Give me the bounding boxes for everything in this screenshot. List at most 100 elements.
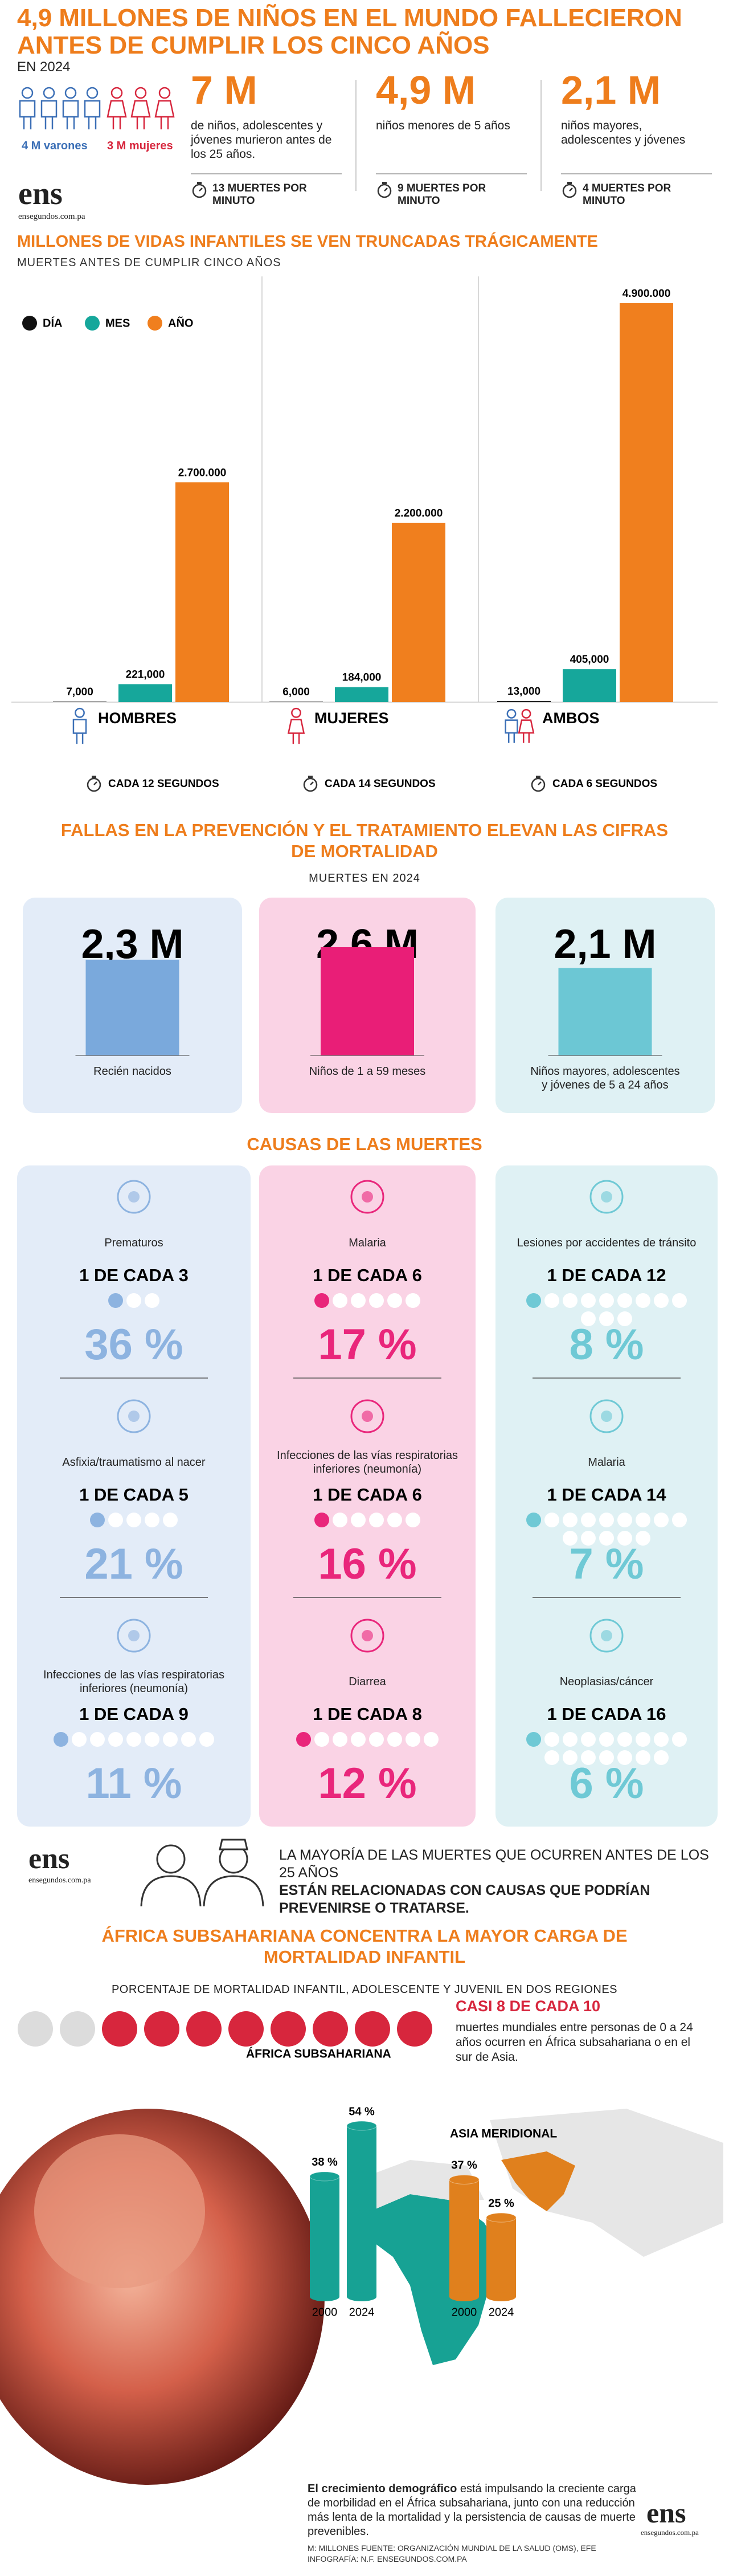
note-text: está impulsando la creciente carga de mo… [308, 2483, 636, 2538]
value-label: 2,1 M [554, 922, 656, 967]
person-body [518, 719, 535, 734]
person-legs [88, 117, 97, 129]
share-dot [271, 2011, 306, 2047]
person-head [158, 87, 171, 99]
stopwatch-body [377, 184, 392, 198]
stopwatch-icon [303, 776, 318, 792]
person-head [64, 87, 77, 99]
logo: ens [18, 176, 63, 211]
legend-swatch [22, 316, 37, 331]
ratio-dot [145, 1732, 159, 1747]
stopwatch-icon [531, 776, 546, 792]
chart-title: MILLONES DE VIDAS INFANTILES SE VEN TRUN… [17, 233, 598, 251]
person-icon [40, 87, 58, 129]
stopwatch-icon [562, 182, 577, 198]
person-legs [112, 117, 121, 129]
ratio-dot [599, 1531, 614, 1546]
share-dot [228, 2011, 264, 2047]
cause-icon [117, 1619, 151, 1653]
legend-label: AÑO [168, 316, 193, 329]
main-title: 4,9 MILLONES DE NIÑOS EN EL MUNDO FALLEC… [17, 4, 682, 59]
ratio-dot [90, 1513, 105, 1527]
message-lead: LA MAYORÍA DE LAS MUERTES QUE OCURREN AN… [279, 1847, 709, 1881]
cause-icon-inner [362, 1191, 373, 1203]
ratio-dot [617, 1293, 632, 1308]
ratio-dot [563, 1293, 578, 1308]
bar-bottom [449, 2292, 479, 2301]
cause-name: Malaria [588, 1456, 625, 1469]
ratio-dot [672, 1732, 687, 1747]
logo-site: ensegundos.com.pa [641, 2528, 699, 2537]
stat-rate: 9 MUERTES POR MINUTO [398, 182, 486, 207]
person-head [75, 707, 85, 718]
ratio-dot [617, 1311, 632, 1326]
person-head [21, 87, 34, 99]
stat-text: niños menores de 5 años [376, 119, 510, 132]
ratio-dot [654, 1293, 669, 1308]
bar [497, 701, 551, 702]
bar-bottom [486, 2292, 516, 2301]
bar-cap [449, 2174, 480, 2184]
people-label: 4 M varones [22, 140, 88, 152]
ratio-dot [581, 1750, 596, 1765]
cause-icon [589, 1180, 624, 1214]
person-legs [23, 117, 32, 129]
ratio-dot [654, 1513, 669, 1527]
bar [563, 669, 616, 702]
ratio-dot [544, 1750, 559, 1765]
ratio-dot [563, 1750, 578, 1765]
share-dot [186, 2011, 222, 2047]
cause-name: Neoplasias/cáncer [559, 1676, 654, 1688]
x-tick-label: 2024 [489, 2306, 514, 2318]
bar-cap [486, 2212, 517, 2223]
cause-percent: 17 % [318, 1320, 416, 1369]
legend-swatch [148, 316, 162, 331]
bar-bottom [310, 2292, 339, 2301]
bar [118, 684, 172, 702]
category-label: AMBOS [542, 710, 600, 727]
cause-icon [117, 1399, 151, 1433]
cause-percent: 8 % [570, 1320, 644, 1369]
cause-icon [589, 1619, 624, 1653]
ratio-dot [563, 1531, 578, 1546]
person-icon [19, 87, 36, 129]
ratio-dot [581, 1732, 596, 1747]
chart-title: FALLAS EN LA PREVENCIÓN Y EL TRATAMIENTO… [60, 820, 669, 861]
cause-name: Lesiones por accidentes de tránsito [517, 1237, 697, 1249]
bar [392, 523, 445, 702]
person-icon [72, 707, 87, 744]
stopwatch-body [303, 777, 318, 792]
value-label: 7,000 [66, 686, 93, 698]
value-label: 54 % [349, 2105, 375, 2118]
person-icon [62, 87, 79, 129]
group-note: CADA 12 SEGUNDOS [108, 778, 219, 790]
cause-name: Infecciones de las vías respiratorias in… [43, 1669, 224, 1695]
person-legs [522, 733, 530, 743]
share-dot [60, 2011, 95, 2047]
bar [347, 2126, 376, 2297]
bar-cap [346, 2121, 377, 2131]
ratio-dot [90, 1732, 105, 1747]
logo: ens [646, 2497, 686, 2529]
stopwatch-button [536, 776, 540, 778]
share-dot [313, 2011, 348, 2047]
ratio-dot [599, 1311, 614, 1326]
person-head [43, 87, 55, 99]
ratio-dot [387, 1513, 402, 1527]
share-dot [18, 2011, 53, 2047]
stat-rate: 4 MUERTES POR MINUTO [583, 182, 671, 207]
person-icon [505, 708, 518, 743]
cause-icon-inner [362, 1411, 373, 1422]
stopwatch-button [567, 182, 572, 184]
stopwatch-hand [310, 781, 314, 785]
ratio-dot [145, 1513, 159, 1527]
ratio-dot [563, 1513, 578, 1527]
section-subtitle: PORCENTAJE DE MORTALIDAD INFANTIL, ADOLE… [111, 1983, 618, 1996]
cause-name: Infecciones de las vías respiratorias in… [277, 1449, 458, 1476]
section-title: ÁFRICA SUBSAHARIANA CONCENTRA LA MAYOR C… [101, 1926, 628, 1967]
x-tick-label: 2000 [312, 2306, 338, 2318]
person-icon [107, 87, 127, 129]
people-label: 3 M mujeres [107, 140, 173, 152]
ratio-dot [54, 1732, 68, 1747]
